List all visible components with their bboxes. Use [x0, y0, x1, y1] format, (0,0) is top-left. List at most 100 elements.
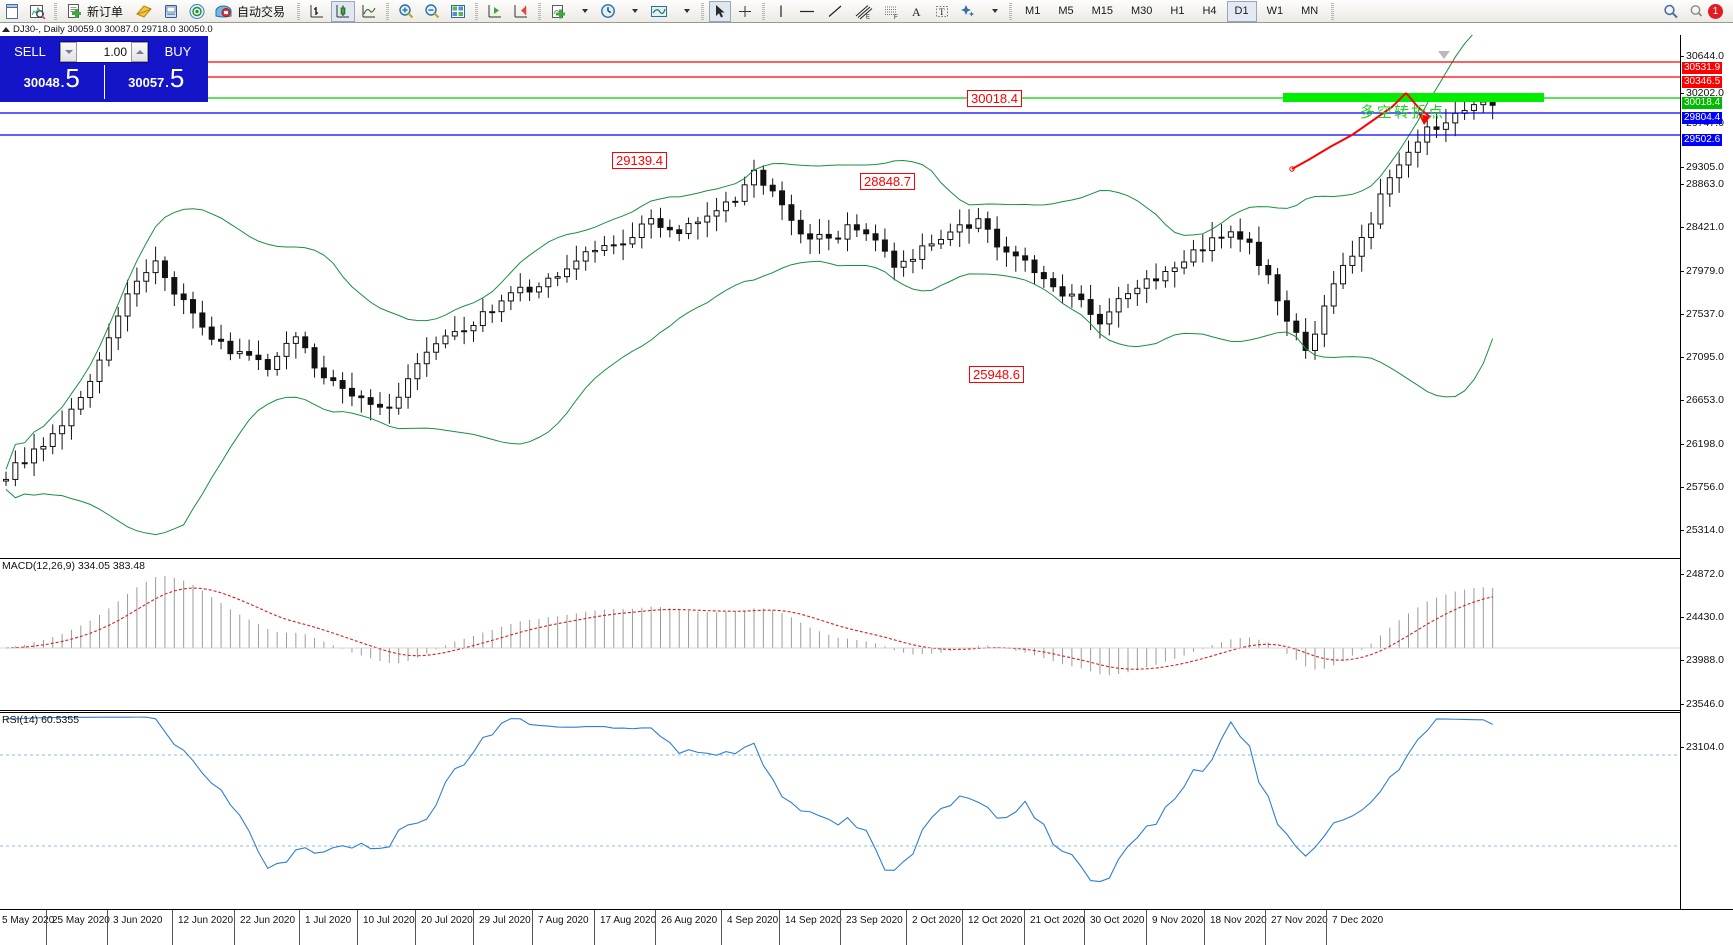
toolbar-separator — [1329, 2, 1336, 21]
indicator-dropdown-caret[interactable] — [572, 1, 594, 22]
price-pane[interactable] — [0, 35, 1680, 558]
buy-button[interactable]: BUY — [164, 44, 192, 59]
new-order-button[interactable]: 新订单 — [62, 1, 130, 22]
chart-expand-triangle-icon[interactable] — [2, 26, 10, 32]
time-tick-label: 12 Oct 2020 — [968, 915, 1023, 926]
chart-area[interactable]: MACD(12,26,9) 334.05 383.48 929.45 0.00 … — [0, 35, 1733, 945]
text-label-icon[interactable]: T — [930, 1, 954, 22]
shapes-dropdown-caret[interactable] — [982, 1, 1004, 22]
sell-price-dot: . — [60, 75, 65, 90]
price-tick — [1681, 574, 1684, 575]
time-tick-label: 12 Jun 2020 — [178, 915, 234, 926]
timeframe-m30[interactable]: M30 — [1131, 5, 1153, 17]
price-tick-label: 23988.0 — [1686, 654, 1724, 666]
price-tag-blue-1[interactable]: 29804.4 — [1682, 112, 1723, 124]
time-tick-label: 22 Jun 2020 — [240, 915, 296, 926]
text-icon[interactable]: A — [906, 1, 928, 22]
zoom-out-icon[interactable] — [420, 1, 444, 22]
metaeditor-icon[interactable] — [132, 1, 157, 22]
price-tag-resistance-2[interactable]: 30346.5 — [1682, 76, 1723, 88]
time-tick-separator — [906, 910, 907, 945]
macd-chart-svg[interactable] — [0, 559, 1680, 710]
price-tick-label: 28421.0 — [1686, 221, 1724, 233]
volume-increment-button[interactable] — [131, 41, 148, 62]
search-icon[interactable] — [1659, 1, 1683, 22]
timeframe-w1[interactable]: W1 — [1266, 5, 1284, 17]
chart-shift-icon[interactable] — [509, 1, 533, 22]
fibonacci-icon[interactable]: F — [878, 1, 904, 22]
chart-grid-icon[interactable] — [446, 1, 470, 22]
uptrend-line — [1291, 92, 1407, 170]
time-tick-label: 2 Oct 2020 — [912, 915, 961, 926]
oct-controls-row: SELL 1.00 BUY — [0, 36, 208, 64]
volume-decrement-button[interactable] — [60, 41, 77, 62]
new-chart-icon[interactable] — [1, 1, 24, 22]
trendline-icon[interactable] — [822, 1, 848, 22]
line-chart-icon[interactable] — [357, 1, 381, 22]
buy-price[interactable]: 30057 . 5 — [105, 64, 209, 91]
period-dropdown-caret[interactable] — [622, 1, 644, 22]
volume-value[interactable]: 1.00 — [103, 44, 127, 59]
timeframe-m5[interactable]: M5 — [1058, 5, 1074, 17]
price-tag-support-green[interactable]: 30018.4 — [1682, 97, 1723, 109]
main-toolbar[interactable]: 新订单 自动交易 — [0, 0, 1733, 23]
time-tick-separator — [1204, 910, 1205, 945]
crosshair-icon[interactable] — [733, 1, 757, 22]
candlestick-chart-icon[interactable] — [331, 0, 356, 22]
annot-25948: 25948.6 — [969, 366, 1024, 383]
shapes-icon[interactable] — [956, 1, 980, 22]
timeframe-h1[interactable]: H1 — [1170, 5, 1185, 17]
sell-price-fraction: 5 — [65, 63, 80, 93]
price-tick-label: 30202.0 — [1686, 87, 1724, 99]
volume-stepper[interactable]: 1.00 — [59, 40, 149, 63]
rsi-pane[interactable]: RSI(14) 60.5355 — [0, 712, 1680, 909]
timeframe-m15[interactable]: M15 — [1091, 5, 1113, 17]
timeframe-d1[interactable]: D1 — [1226, 0, 1257, 22]
templates-icon[interactable] — [646, 1, 672, 22]
signals-icon[interactable] — [185, 1, 209, 22]
notifications-icon[interactable]: 1 — [1685, 1, 1726, 22]
period-icon[interactable] — [596, 1, 620, 22]
sell-button[interactable]: SELL — [14, 44, 46, 59]
horizontal-line-icon[interactable] — [794, 1, 820, 22]
time-tick-separator — [234, 910, 235, 945]
price-tick — [1681, 704, 1684, 705]
sell-price[interactable]: 30048 . 5 — [0, 64, 104, 91]
price-tick — [1681, 400, 1684, 401]
price-tick-label: 24430.0 — [1686, 611, 1724, 623]
price-chart-svg[interactable] — [0, 35, 1680, 558]
time-tick-separator — [1326, 910, 1327, 945]
strategy-tester-icon[interactable] — [159, 1, 183, 22]
timeframe-mn[interactable]: MN — [1301, 5, 1319, 17]
time-scale[interactable]: 5 May 2020 25 May 2020 3 Jun 2020 12 Jun 20… — [0, 909, 1733, 945]
timeframe-h4[interactable]: H4 — [1202, 5, 1217, 17]
price-scale[interactable]: 30644.0 30202.0 29305.0 28863.0 28421.0 27979… — [1680, 35, 1733, 909]
price-tag-resistance-1[interactable]: 30531.9 — [1682, 62, 1723, 74]
timeframe-m1[interactable]: M1 — [1025, 5, 1041, 17]
chart-inspect-icon[interactable] — [26, 1, 49, 22]
vertical-line-icon[interactable] — [770, 1, 792, 22]
zoom-in-icon[interactable] — [394, 1, 418, 22]
bar-chart-icon[interactable] — [305, 1, 329, 22]
market-icon[interactable]: 自动交易 — [211, 1, 292, 22]
time-tick-label: 9 Nov 2020 — [1152, 915, 1204, 926]
price-tag-blue-2[interactable]: 29502.6 — [1682, 134, 1723, 146]
one-click-trading-panel[interactable]: SELL 1.00 BUY 30048 . 5 30057 . 5 — [0, 36, 208, 102]
chart-autoscroll-icon[interactable] — [483, 1, 507, 22]
trend-arrow-head — [1418, 113, 1430, 125]
price-tick — [1681, 357, 1684, 358]
templates-dropdown-caret[interactable] — [674, 1, 696, 22]
chart-header: DJ30-, Daily 30059.0 30087.0 29718.0 300… — [0, 23, 1733, 35]
price-tick — [1681, 747, 1684, 748]
add-indicator-icon[interactable] — [546, 1, 570, 22]
price-tick — [1681, 167, 1684, 168]
time-tick-label: 29 Jul 2020 — [479, 915, 531, 926]
equidistant-channel-icon[interactable]: E — [850, 1, 876, 22]
price-tick — [1681, 617, 1684, 618]
toolbar-separator — [1007, 2, 1014, 21]
macd-pane[interactable]: MACD(12,26,9) 334.05 383.48 — [0, 558, 1680, 711]
cursor-icon[interactable] — [709, 0, 732, 22]
time-tick-label: 18 Nov 2020 — [1210, 915, 1267, 926]
time-tick-separator — [357, 910, 358, 945]
rsi-chart-svg[interactable] — [0, 713, 1680, 909]
